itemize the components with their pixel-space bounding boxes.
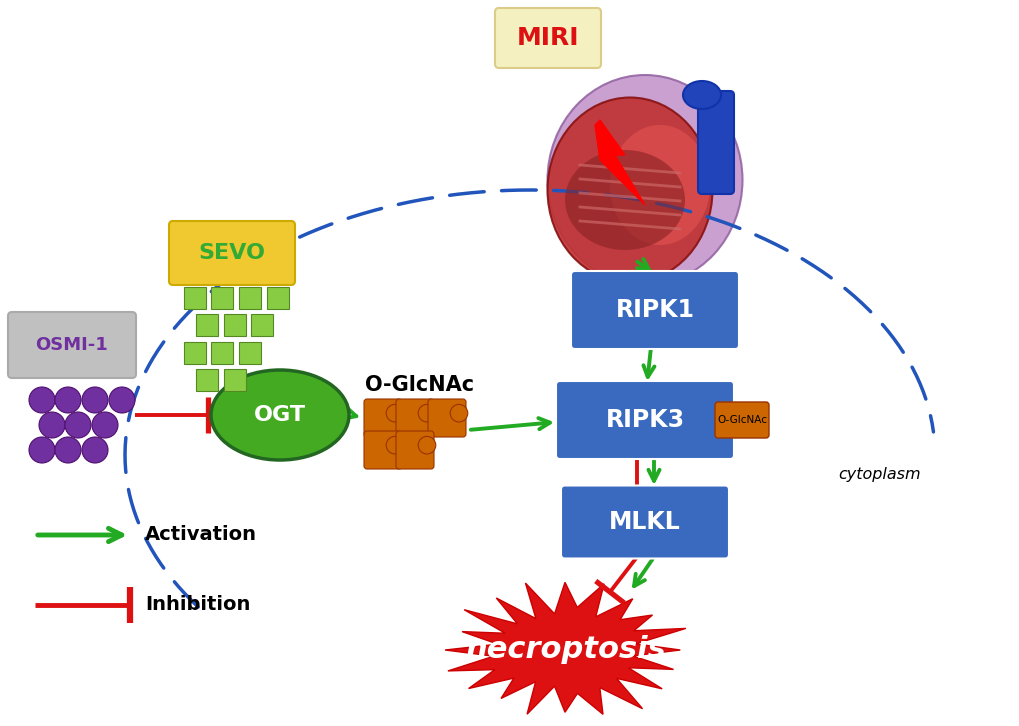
Ellipse shape [565,150,685,250]
Circle shape [29,437,55,463]
Bar [224,314,246,336]
Text: cytoplasm: cytoplasm [838,468,920,483]
Text: O-GlcNAc: O-GlcNAc [716,415,766,425]
Ellipse shape [547,75,742,285]
Bar [196,369,218,391]
Circle shape [449,404,468,422]
Circle shape [82,387,108,413]
FancyBboxPatch shape [364,399,401,437]
Text: Activation: Activation [145,526,257,544]
Circle shape [109,387,135,413]
FancyBboxPatch shape [364,431,401,469]
Bar [238,287,261,309]
Circle shape [65,412,91,438]
FancyBboxPatch shape [428,399,466,437]
Bar [183,342,206,364]
Circle shape [418,436,435,454]
FancyBboxPatch shape [714,402,768,438]
FancyBboxPatch shape [560,486,729,558]
Bar [224,369,246,391]
FancyBboxPatch shape [494,8,600,68]
Circle shape [418,404,435,422]
Polygon shape [444,582,685,714]
Text: MLKL: MLKL [608,510,681,534]
FancyBboxPatch shape [697,91,734,194]
Ellipse shape [547,97,712,282]
Ellipse shape [211,370,348,460]
FancyBboxPatch shape [395,431,433,469]
Circle shape [386,436,404,454]
Text: SEVO: SEVO [199,243,265,263]
Bar [238,342,261,364]
Bar [267,287,288,309]
Text: RIPK3: RIPK3 [605,408,684,432]
Circle shape [29,387,55,413]
Polygon shape [594,120,644,205]
Circle shape [55,437,81,463]
Circle shape [82,437,108,463]
Bar [211,342,232,364]
Bar [183,287,206,309]
Text: Inhibition: Inhibition [145,595,250,614]
FancyBboxPatch shape [169,221,294,285]
Text: OSMI-1: OSMI-1 [36,336,108,354]
FancyBboxPatch shape [395,399,433,437]
Circle shape [386,404,404,422]
Circle shape [39,412,65,438]
Text: OGT: OGT [254,405,306,425]
Text: MIRI: MIRI [517,26,579,50]
Bar [251,314,273,336]
FancyBboxPatch shape [8,312,136,378]
FancyBboxPatch shape [571,271,739,349]
Bar [196,314,218,336]
Text: O-GlcNAc: O-GlcNAc [365,375,474,395]
Circle shape [55,387,81,413]
FancyBboxPatch shape [555,381,734,459]
Ellipse shape [683,81,720,109]
Text: necroptosis: necroptosis [465,635,664,664]
Text: RIPK1: RIPK1 [614,298,694,322]
Circle shape [92,412,118,438]
Bar [211,287,232,309]
Ellipse shape [609,125,709,245]
